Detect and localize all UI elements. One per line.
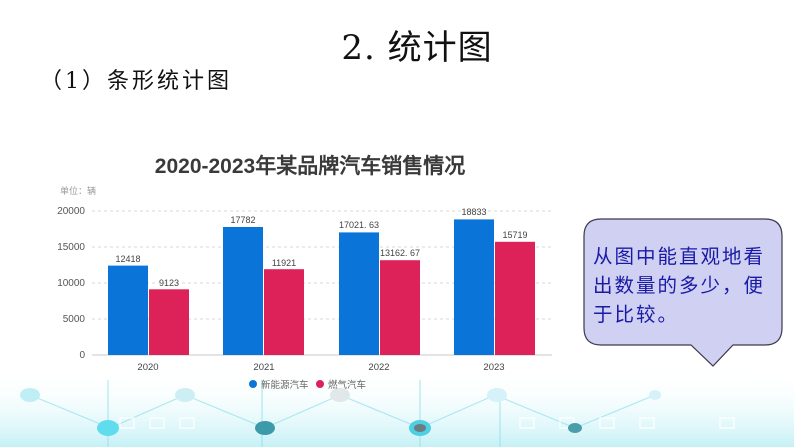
- bar-fuel-2021[interactable]: [264, 269, 304, 355]
- callout-bubble: [583, 218, 783, 367]
- svg-text:15719: 15719: [502, 230, 527, 240]
- svg-text:0: 0: [79, 350, 85, 361]
- bar-new-energy-2023[interactable]: [454, 219, 494, 355]
- x-tick-2020: 2020: [137, 362, 158, 373]
- bar-group-2022: 17021. 63 13162. 67 2022: [339, 220, 420, 373]
- svg-text:燃气汽车: 燃气汽车: [328, 379, 366, 391]
- svg-text:12418: 12418: [115, 254, 140, 264]
- svg-text:新能源汽车: 新能源汽车: [261, 379, 309, 391]
- svg-text:10000: 10000: [57, 278, 85, 289]
- svg-text:18833: 18833: [461, 207, 486, 217]
- x-tick-2022: 2022: [368, 362, 389, 373]
- x-tick-2023: 2023: [483, 362, 504, 373]
- callout-text: 从图中能直观地看出数量的多少，便于比较。: [593, 245, 766, 326]
- legend-dot-icon: [316, 380, 324, 388]
- svg-text:17021. 63: 17021. 63: [339, 220, 379, 230]
- svg-text:20000: 20000: [57, 206, 85, 217]
- svg-text:15000: 15000: [57, 242, 85, 253]
- bar-group-2021: 17782 11921 2021: [223, 215, 304, 373]
- bar-new-energy-2022[interactable]: [339, 232, 379, 355]
- legend-dot-icon: [249, 380, 257, 388]
- svg-text:11921: 11921: [272, 258, 296, 268]
- svg-text:17782: 17782: [230, 215, 255, 225]
- bar-new-energy-2021[interactable]: [223, 227, 263, 355]
- legend-item-fuel[interactable]: 燃气汽车: [316, 379, 366, 391]
- legend-item-new-energy[interactable]: 新能源汽车: [249, 379, 309, 391]
- x-tick-2021: 2021: [253, 362, 274, 373]
- bar-new-energy-2020[interactable]: [108, 265, 148, 355]
- legend: 新能源汽车 燃气汽车: [249, 379, 366, 391]
- svg-text:9123: 9123: [159, 278, 179, 288]
- slide-title: 2. 统计图: [341, 28, 493, 68]
- bar-group-2023: 18833 15719 2023: [454, 207, 535, 373]
- bar-group-2020: 12418 9123 2020: [108, 254, 189, 373]
- bar-fuel-2023[interactable]: [495, 241, 535, 355]
- bar-fuel-2020[interactable]: [149, 289, 189, 355]
- bar-fuel-2022[interactable]: [380, 260, 420, 355]
- svg-text:5000: 5000: [63, 314, 86, 325]
- slide-subtitle: （1）条形统计图: [40, 69, 232, 94]
- unit-label: 单位：辆: [60, 185, 96, 196]
- gridlines: [92, 210, 552, 320]
- y-axis-ticks: 0 5000 10000 15000 20000: [57, 206, 85, 361]
- chart-title: 2020-2023年某品牌汽车销售情况: [154, 155, 466, 178]
- svg-text:13162. 67: 13162. 67: [380, 248, 420, 258]
